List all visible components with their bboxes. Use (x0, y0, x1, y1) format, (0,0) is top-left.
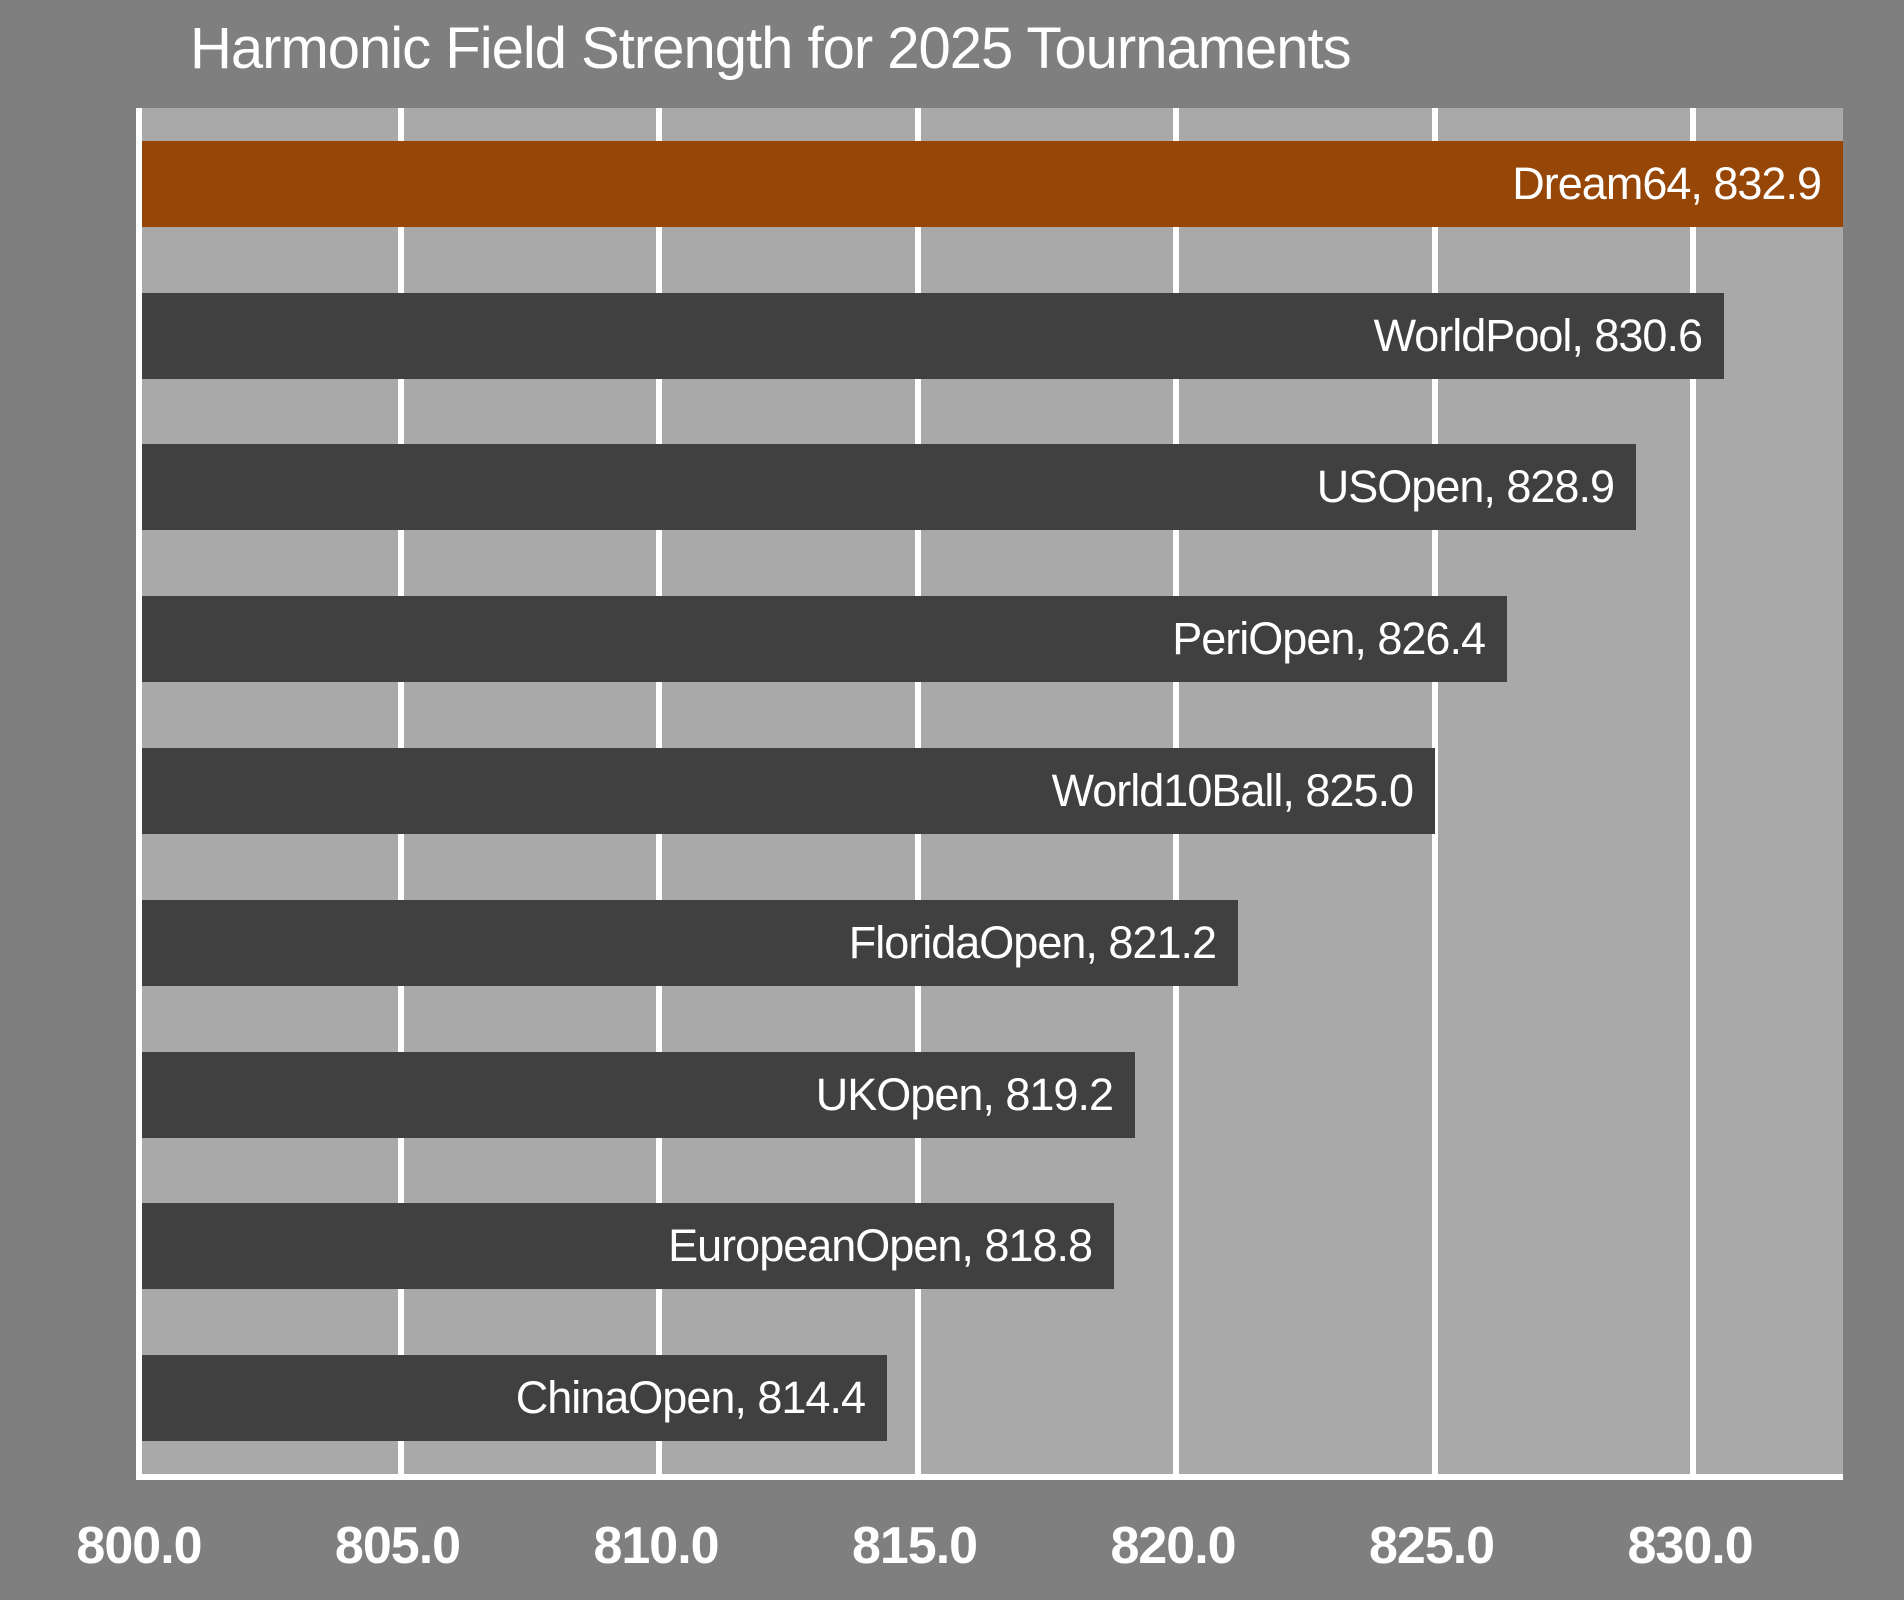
bar-EuropeanOpen: EuropeanOpen, 818.8 (142, 1203, 1114, 1289)
x-tick-label: 825.0 (1368, 1517, 1495, 1575)
chart-title: Harmonic Field Strength for 2025 Tournam… (190, 16, 1352, 81)
bar-Dream64: Dream64, 832.9 (142, 141, 1843, 227)
gridline (1690, 108, 1697, 1474)
bar-data-label: EuropeanOpen, 818.8 (668, 1220, 1093, 1271)
bar-data-label: ChinaOpen, 814.4 (515, 1372, 866, 1423)
bar-FloridaOpen: FloridaOpen, 821.2 (142, 900, 1238, 986)
bar-data-label: UKOpen, 819.2 (815, 1069, 1114, 1120)
bar-data-label: World10Ball, 825.0 (1051, 765, 1414, 816)
bar-data-label: PeriOpen, 826.4 (1172, 613, 1486, 664)
x-tick-label: 820.0 (1110, 1517, 1236, 1575)
x-tick-label: 815.0 (851, 1517, 978, 1575)
x-tick-label: 810.0 (593, 1517, 719, 1575)
bar-World10Ball: World10Ball, 825.0 (142, 748, 1435, 834)
plot-area: Dream64, 832.9 WorldPool, 830.6 USOpen, 82… (136, 108, 1843, 1480)
x-axis: 800.0 805.0 810.0 815.0 820.0 825.0 830.0 (0, 1516, 1904, 1596)
x-tick-label: 830.0 (1627, 1517, 1753, 1575)
bar-WorldPool: WorldPool, 830.6 (142, 293, 1724, 379)
bar-USOpen: USOpen, 828.9 (142, 444, 1636, 530)
bar-data-label: Dream64, 832.9 (1512, 158, 1822, 209)
bar-PeriOpen: PeriOpen, 826.4 (142, 596, 1507, 682)
bar-data-label: FloridaOpen, 821.2 (848, 917, 1217, 968)
bar-data-label: USOpen, 828.9 (1316, 461, 1615, 512)
x-tick-label: 805.0 (334, 1517, 461, 1575)
bar-UKOpen: UKOpen, 819.2 (142, 1052, 1135, 1138)
bar-ChinaOpen: ChinaOpen, 814.4 (142, 1355, 887, 1441)
x-tick-label: 800.0 (76, 1517, 202, 1575)
bar-data-label: WorldPool, 830.6 (1373, 310, 1703, 361)
